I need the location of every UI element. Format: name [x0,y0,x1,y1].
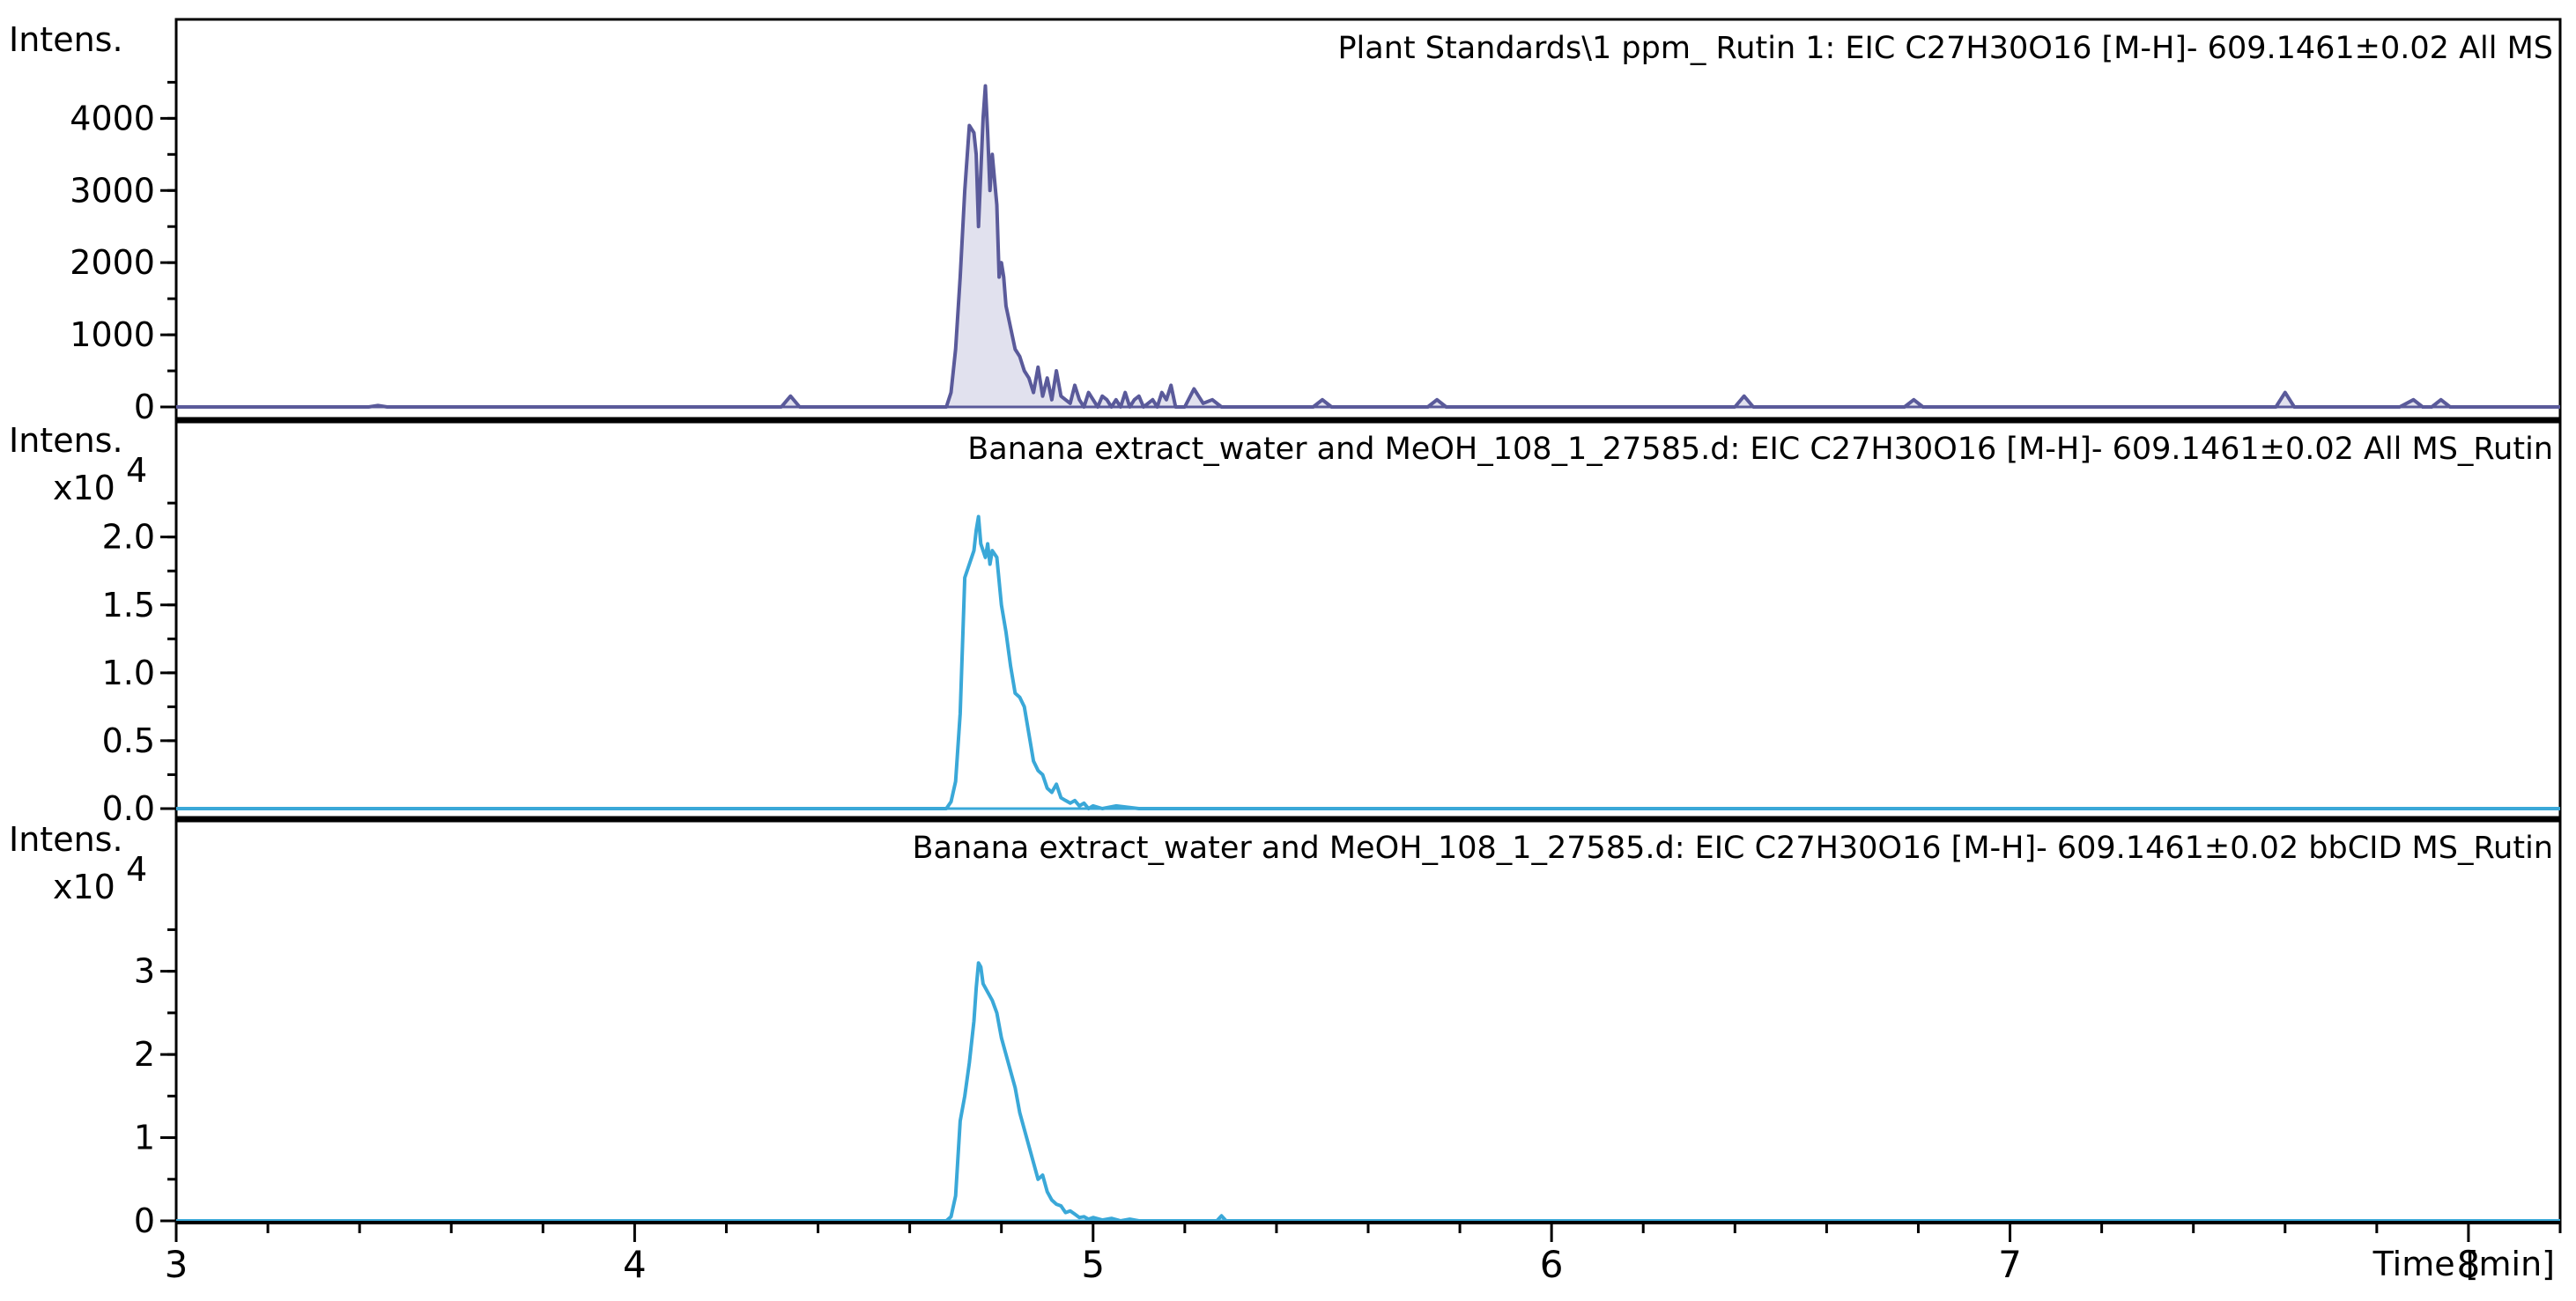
y-tick-label: 3 [134,952,155,991]
y-tick-label: 0 [134,1201,155,1240]
panel-title: Plant Standards\1 ppm_ Rutin 1: EIC C27H… [1337,31,2553,66]
chart-panel-1: 0 1000 2000 3000 4000 Intens. Plant Standards\… [9,18,2562,426]
y-axis-label: Intens. [9,820,123,859]
y-multiplier: x10 [53,868,115,906]
x-tick-label: 6 [1540,1243,1564,1286]
y-multiplier-exponent: 4 [126,451,147,490]
series-line-1 [176,84,2560,409]
y-multiplier: x10 [53,469,115,507]
panel-title: Banana extract_water and MeOH_108_1_2758… [967,432,2553,467]
y-tick-label: 0 [134,388,155,426]
panel-frame [174,18,2562,422]
y-tick-label: 0.5 [102,721,155,760]
chart-panel-3: 0 1 2 3 Intens. x10 4 Banana extract_water and … [9,817,2562,1240]
y-tick-label: 3000 [70,171,155,210]
panel-frame [174,817,2562,1224]
chart-panel-2: 0.0 0.5 1.0 1.5 2.0 Intens. x10 4 Banana extract… [9,418,2562,828]
y-tick-label: 2.0 [102,518,155,557]
x-tick-label: 8 [2457,1243,2481,1286]
x-tick-label: 5 [1081,1243,1105,1286]
x-tick-label: 4 [623,1243,647,1286]
y-tick-label: 1 [134,1119,155,1157]
y-tick-label: 0.0 [102,789,155,828]
x-axis-label: Time [min] [2372,1245,2555,1283]
x-tick-label: 7 [1998,1243,2022,1286]
y-axis-label: Intens. [9,421,123,460]
panel-title: Banana extract_water and MeOH_108_1_2758… [913,831,2553,866]
y-tick-label: 2000 [70,243,155,282]
series-line-1 [176,514,2560,810]
y-tick-label: 1000 [70,315,155,354]
panel-frame [174,418,2562,821]
y-tick-label: 1.5 [102,586,155,625]
series-line-1 [176,961,2560,1223]
y-tick-label: 4000 [70,99,155,137]
x-tick-label: 3 [165,1243,189,1286]
y-tick-label: 1.0 [102,654,155,692]
y-axis-label: Intens. [9,20,123,59]
y-multiplier-exponent: 4 [126,850,147,889]
series-fill [176,85,2560,407]
y-tick-label: 2 [134,1035,155,1074]
